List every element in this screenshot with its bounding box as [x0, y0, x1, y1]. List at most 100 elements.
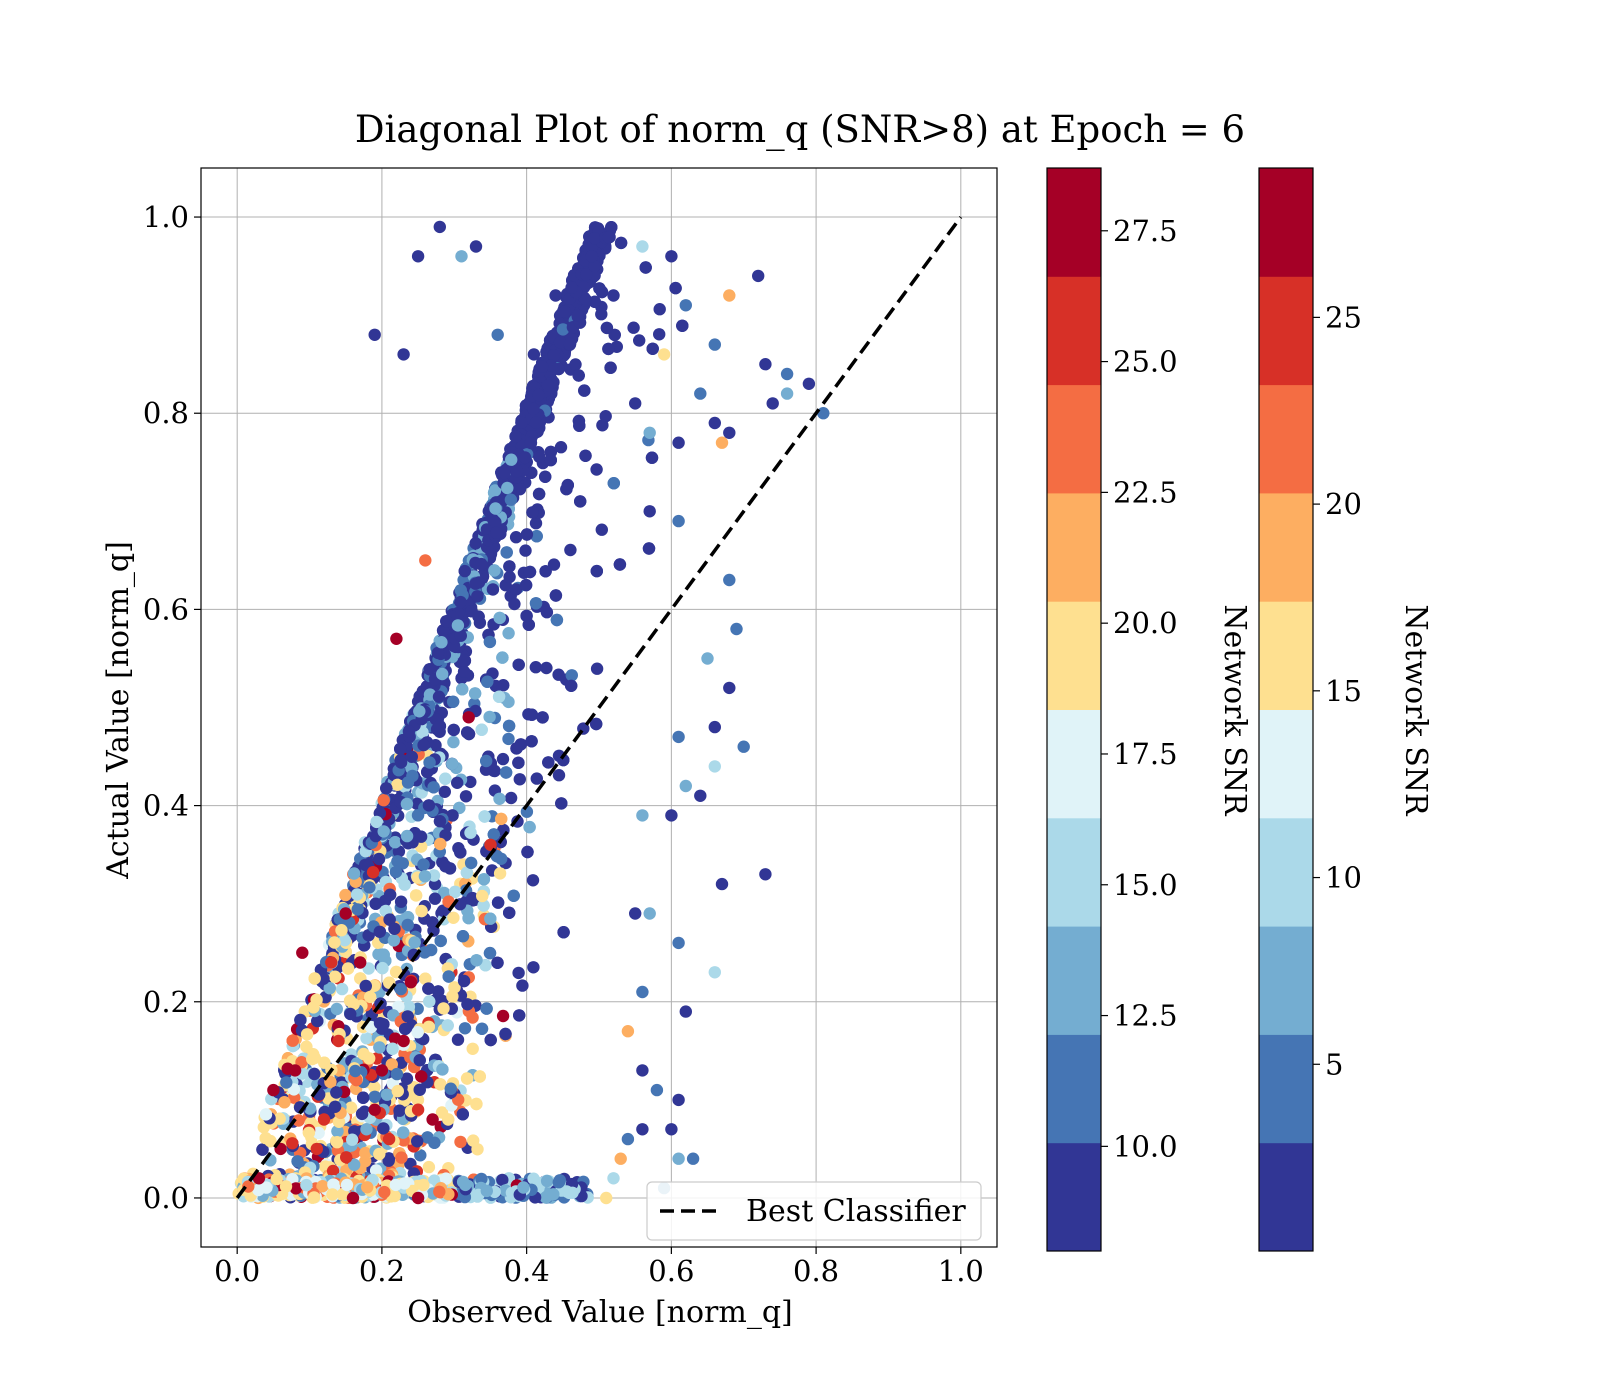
scatter-point [446, 695, 460, 708]
scatter-point [679, 299, 692, 312]
scatter-point [636, 1123, 649, 1136]
scatter-point [436, 1063, 449, 1076]
scatter-point [386, 1042, 399, 1055]
y-tick-label: 0.8 [143, 396, 189, 430]
scatter-point [348, 1158, 361, 1172]
scatter-point [411, 1191, 425, 1205]
scatter-point [270, 1172, 283, 1186]
scatter-point [469, 537, 482, 550]
scatter-point [509, 531, 523, 544]
scatter-point [368, 1090, 381, 1104]
scatter-point [507, 889, 520, 902]
scatter-point [708, 416, 721, 430]
scatter-point [547, 1188, 560, 1201]
scatter-point [423, 663, 436, 676]
scatter-point [502, 695, 515, 709]
scatter-point [413, 705, 426, 718]
scatter-point [451, 776, 464, 789]
colorbar-2-frame [1258, 167, 1314, 1252]
scatter-point [694, 789, 707, 802]
scatter-point [442, 970, 455, 983]
scatter-point [723, 426, 736, 439]
scatter-point [400, 1072, 414, 1085]
scatter-point [505, 453, 518, 466]
scatter-point [508, 597, 521, 611]
scatter-point [366, 866, 380, 879]
scatter-point [389, 865, 403, 879]
scatter-point [339, 888, 352, 902]
scatter-point [607, 289, 620, 302]
scatter-point [448, 981, 461, 994]
scatter-point [390, 1067, 404, 1081]
scatter-point [397, 1126, 410, 1139]
colorbar-2-segment [1259, 492, 1313, 602]
scatter-point [604, 361, 617, 374]
scatter-point [540, 661, 553, 675]
scatter-point [752, 269, 765, 283]
scatter-point [380, 782, 393, 795]
scatter-point [383, 888, 397, 901]
colorbar-2-segment [1259, 926, 1313, 1035]
scatter-point [461, 998, 474, 1011]
scatter-point [422, 799, 436, 812]
scatter-point [447, 723, 460, 737]
colorbar-1-segment [1047, 1034, 1101, 1144]
scatter-point [552, 1176, 565, 1189]
scatter-point [515, 416, 528, 429]
scatter-point [540, 606, 554, 619]
scatter-point [526, 506, 539, 519]
scatter-point [533, 450, 546, 463]
scatter-point [643, 426, 656, 439]
scatter-point [475, 1022, 489, 1035]
colorbar-2-segment [1259, 817, 1313, 927]
scatter-point [458, 654, 472, 667]
scatter-point [360, 1123, 373, 1136]
scatter-point [585, 250, 598, 263]
scatter-point [454, 629, 467, 642]
scatter-point [518, 451, 532, 464]
scatter-point [470, 954, 483, 967]
scatter-point [817, 407, 830, 420]
scatter-point [525, 735, 538, 748]
scatter-point [524, 436, 538, 450]
scatter-point [502, 732, 515, 746]
scatter-point [672, 1093, 685, 1107]
scatter-point [442, 1113, 455, 1126]
scatter-point [400, 797, 414, 811]
scatter-point [415, 904, 428, 918]
scatter-point [347, 998, 360, 1011]
scatter-point [496, 1009, 510, 1023]
scatter-point [428, 892, 442, 905]
scatter-point [346, 1191, 360, 1205]
scatter-point [588, 232, 601, 245]
scatter-point [252, 1183, 265, 1197]
colorbar-1-tick-label: 10.0 [1113, 1129, 1178, 1163]
scatter-point [501, 481, 514, 495]
scatter-point [590, 717, 603, 731]
y-tick-label: 0.4 [143, 789, 189, 823]
scatter-point [672, 730, 685, 744]
scatter-point [496, 651, 509, 664]
scatter-point [653, 328, 666, 341]
scatter-point [643, 907, 656, 920]
colorbar-2-segment [1259, 601, 1313, 710]
scatter-point [461, 726, 474, 739]
scatter-point [643, 505, 656, 518]
scatter-point [503, 906, 516, 919]
scatter-points [232, 220, 830, 1205]
scatter-point [335, 982, 349, 996]
scatter-point [521, 845, 534, 859]
scatter-point [460, 866, 474, 879]
scatter-point [387, 934, 401, 947]
scatter-point [512, 658, 525, 671]
scatter-point [737, 740, 750, 753]
scatter-point [708, 338, 721, 351]
scatter-point [411, 1103, 425, 1116]
scatter-point [391, 855, 404, 868]
scatter-point [359, 1146, 372, 1160]
scatter-point [458, 1022, 472, 1035]
scatter-point [460, 1072, 474, 1085]
scatter-point [478, 810, 491, 823]
scatter-point [413, 1054, 426, 1067]
scatter-point [646, 342, 659, 355]
